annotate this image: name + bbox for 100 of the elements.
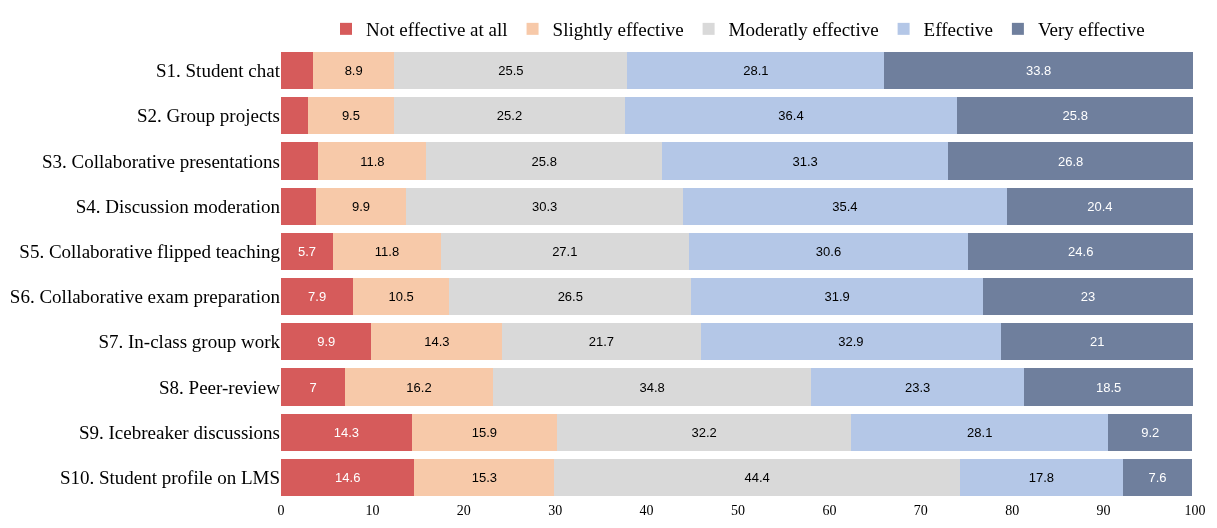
data-label: 23.3 (904, 379, 931, 395)
data-label: 21 (1089, 334, 1105, 350)
bar (281, 413, 412, 451)
data-label: 9.9 (317, 334, 336, 350)
bar (960, 458, 1123, 496)
data-label: 25.5 (498, 63, 524, 79)
data-label: 7.6 (1148, 469, 1167, 485)
legend-label: Moderatly effective (728, 19, 879, 41)
bar (627, 52, 885, 90)
data-label: 9.9 (351, 198, 371, 214)
data-label: 18.5 (1095, 379, 1122, 395)
bar (426, 142, 663, 180)
bar (333, 232, 441, 270)
data-label: 36.4 (778, 108, 804, 124)
bar (624, 97, 958, 135)
legend-label: Very effective (1037, 19, 1145, 41)
bar (1108, 413, 1193, 451)
data-label: 7 (309, 379, 317, 395)
data-label: 34.8 (639, 379, 665, 395)
y-tick-label: S1. Student chat (155, 60, 281, 82)
bar (281, 232, 334, 270)
data-label: 31.3 (792, 153, 818, 169)
x-tick-label: 30 (548, 503, 563, 518)
x-tick-label: 10 (365, 503, 380, 518)
data-label: 15.9 (471, 424, 498, 440)
bar (394, 97, 625, 135)
data-label: 30.6 (815, 243, 842, 259)
data-label: 17.8 (1028, 469, 1055, 485)
y-tick-label: S3. Collaborative presentations (42, 150, 280, 172)
data-label: 8.9 (344, 63, 363, 79)
bar (1001, 323, 1194, 361)
bar (557, 413, 852, 451)
data-label: 25.8 (1062, 108, 1088, 124)
bar (414, 458, 555, 496)
data-label: 25.8 (531, 153, 557, 169)
bar (353, 278, 450, 316)
bar (315, 187, 407, 225)
data-label: 32.9 (838, 334, 864, 350)
bar (502, 323, 701, 361)
bar (307, 97, 395, 135)
y-tick-label: S7. In-class group work (98, 331, 281, 353)
y-tick-label: S2. Group projects (136, 105, 280, 127)
bar (281, 187, 316, 225)
data-label: 28.1 (743, 63, 769, 79)
bar (688, 232, 969, 270)
data-label: 16.2 (406, 379, 432, 395)
data-label: 23 (1080, 289, 1096, 305)
y-tick-label: S4. Discussion moderation (75, 195, 281, 217)
x-tick-label: 40 (639, 503, 654, 518)
legend-label: Effective (923, 19, 993, 41)
bar (493, 368, 812, 406)
data-label: 20.4 (1087, 198, 1113, 214)
data-label: 24.6 (1068, 243, 1094, 259)
legend-label: Not effective at all (366, 19, 508, 41)
bar (691, 278, 983, 316)
data-label: 11.8 (374, 243, 400, 259)
data-label: 26.8 (1058, 153, 1084, 169)
bar (371, 323, 503, 361)
bar (312, 52, 395, 90)
bar (394, 52, 628, 90)
data-label: 10.5 (388, 289, 414, 305)
bar (948, 142, 1194, 180)
data-label: 31.9 (824, 289, 850, 305)
bar (411, 413, 558, 451)
bar (318, 142, 427, 180)
data-label: 30.3 (532, 198, 558, 214)
data-label: 21.7 (588, 334, 615, 350)
bar (344, 368, 494, 406)
bar (449, 278, 692, 316)
bar (1122, 458, 1193, 496)
bar (884, 52, 1194, 90)
bar (811, 368, 1025, 406)
x-tick-label: 80 (1005, 503, 1020, 518)
bar (662, 142, 949, 180)
bar (281, 278, 354, 316)
bar (851, 413, 1109, 451)
y-tick-label: S8. Peer-review (159, 376, 281, 398)
data-label: 25.2 (496, 108, 523, 124)
bar (281, 458, 415, 496)
bar (281, 368, 345, 406)
x-tick-label: 20 (456, 503, 471, 518)
y-tick-label: S10. Student profile on LMS (59, 467, 280, 489)
data-label: 28.1 (967, 424, 993, 440)
bar (700, 323, 1002, 361)
data-label: 9.5 (341, 108, 360, 124)
y-tick-label: S9. Icebreaker discussions (78, 421, 280, 443)
data-label: 14.3 (333, 424, 360, 440)
data-label: 44.4 (744, 469, 770, 485)
x-tick-label: 100 (1184, 503, 1206, 518)
bar (281, 97, 308, 135)
bar (1006, 187, 1194, 225)
bar (683, 187, 1007, 225)
data-label: 15.3 (471, 469, 498, 485)
bar (957, 97, 1194, 135)
bar (440, 232, 689, 270)
x-tick-label: 0 (277, 503, 285, 518)
bar (281, 142, 319, 180)
data-label: 27.1 (552, 243, 578, 259)
x-tick-label: 60 (822, 503, 837, 518)
data-label: 7.9 (308, 289, 327, 305)
